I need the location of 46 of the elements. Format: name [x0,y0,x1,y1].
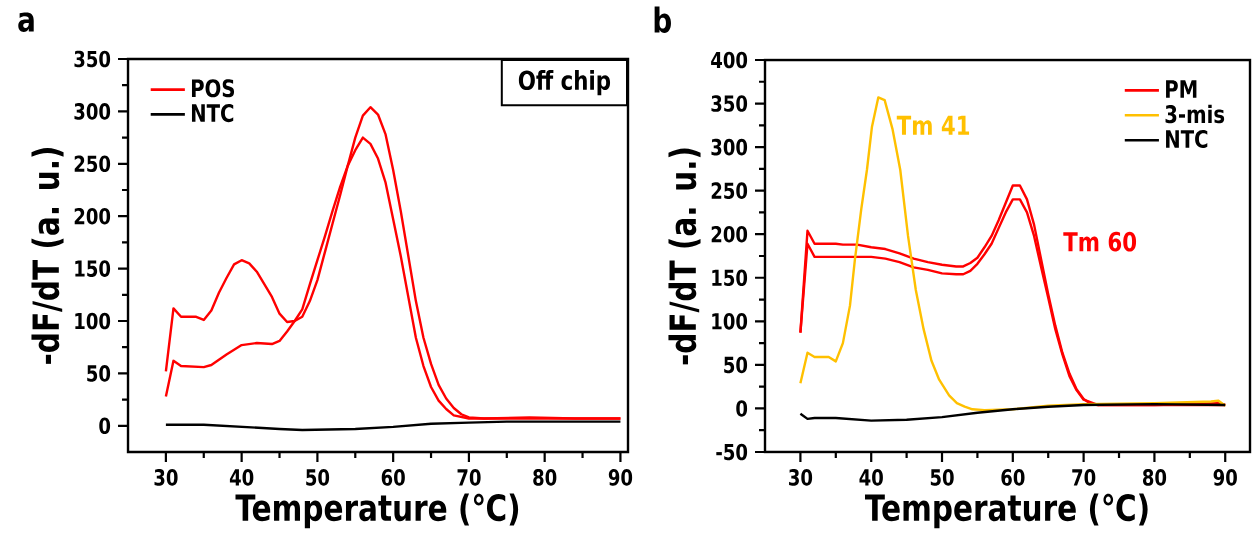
x-axis-title: Temperature (℃) [235,493,519,529]
x-axis-title: Temperature (℃) [864,493,1148,529]
x-tick-label: 40 [859,469,883,486]
y-tick-label: 350 [74,50,111,68]
legend-label: PM [1166,80,1197,98]
x-tick-label: 80 [533,469,557,486]
x-tick-label: 70 [457,469,481,486]
x-tick-label: 50 [930,469,954,486]
x-tick-label: 70 [1072,469,1096,486]
y-tick-label: 200 [74,207,111,225]
legend-label: 3-mis [1165,104,1225,124]
y-tick-label: 300 [711,138,748,156]
chart-title: a [18,12,34,32]
x-tick-label: 60 [381,469,405,486]
y-tick-label: 150 [75,260,111,277]
y-tick-label: 100 [75,312,111,330]
y-tick-label: 300 [74,103,111,120]
x-tick-label: 30 [789,469,813,486]
annotation: Tm 41 [896,115,970,135]
y-tick-label: 0 [99,417,111,435]
annotation: Tm 60 [1063,231,1137,252]
y-tick-label: 150 [712,269,748,287]
chart-title: b [654,6,671,33]
legend-label: POS [191,79,235,98]
legend-label: NTC [1166,129,1208,149]
y-tick-label: 200 [711,225,748,243]
y-tick-label: 250 [711,182,748,199]
x-tick-label: 30 [154,469,178,486]
y-tick-label: 50 [724,356,748,374]
x-tick-label: 50 [306,469,330,486]
y-axis-title: -dF/dT (a. u.) [668,148,701,365]
x-tick-label: 80 [1142,469,1167,486]
x-tick-label: 60 [1001,469,1025,486]
legend-label: NTC [191,103,234,123]
y-tick-label: 400 [711,51,748,69]
annotation: Off chip [518,69,611,96]
y-tick-label: 250 [74,155,111,173]
x-tick-label: 90 [608,469,633,486]
x-tick-label: 90 [1213,469,1237,486]
y-tick-label: 0 [736,400,748,417]
y-tick-label: 100 [712,313,748,330]
x-tick-label: 40 [229,469,254,486]
y-tick-label: 350 [711,95,748,112]
y-tick-label: 50 [87,365,111,382]
y-axis-title: -dF/dT (a. u.) [31,148,64,364]
y-tick-label: -50 [716,443,748,461]
